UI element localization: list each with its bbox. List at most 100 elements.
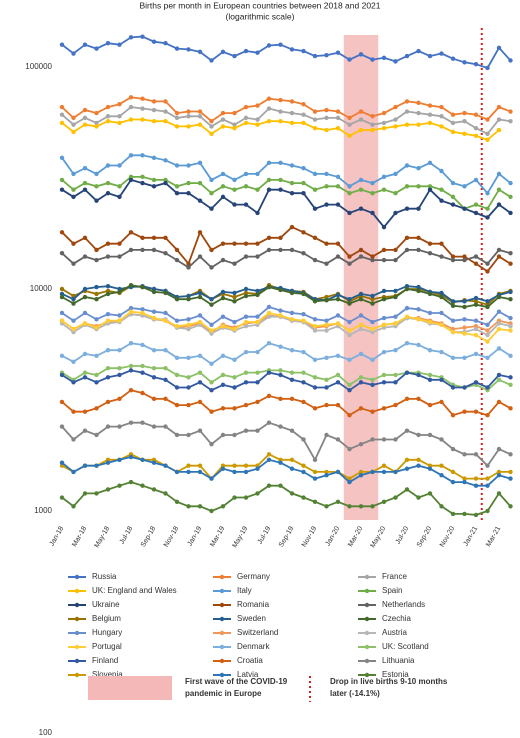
data-point: [128, 95, 134, 100]
data-point: [82, 180, 88, 186]
data-point: [151, 375, 157, 380]
data-point: [243, 241, 249, 246]
data-point: [163, 348, 168, 353]
data-point: [301, 191, 306, 196]
data-point: [117, 372, 122, 378]
data-point: [404, 396, 410, 402]
data-point: [381, 110, 387, 116]
data-point: [450, 180, 456, 186]
data-point: [266, 304, 272, 310]
data-point: [163, 109, 168, 114]
series-line: [61, 176, 511, 210]
data-point: [289, 99, 295, 104]
data-point: [255, 254, 260, 259]
legend-label: Hungary: [92, 628, 122, 637]
data-point: [312, 257, 318, 263]
data-point: [370, 180, 375, 186]
data-point: [347, 115, 352, 121]
data-point: [82, 310, 88, 316]
data-point: [381, 463, 387, 468]
data-point: [335, 241, 341, 246]
data-point: [289, 310, 295, 316]
data-point: [289, 317, 295, 322]
data-point: [462, 511, 467, 517]
data-point: [508, 382, 513, 388]
data-point: [370, 114, 375, 119]
data-point: [266, 96, 272, 101]
data-point: [59, 230, 65, 235]
data-point: [450, 129, 456, 135]
data-point: [232, 122, 237, 127]
data-point: [450, 254, 456, 259]
data-point: [508, 452, 513, 457]
data-point: [278, 372, 283, 378]
data-point: [151, 235, 157, 241]
data-point: [427, 103, 433, 108]
data-point: [151, 155, 157, 160]
data-point: [404, 428, 410, 433]
data-point: [174, 469, 180, 475]
data-point: [243, 319, 249, 325]
data-point: [485, 137, 490, 142]
x-tick-label: Jul-19: [257, 525, 273, 545]
data-point: [163, 310, 168, 316]
data-point: [266, 187, 272, 192]
legend-label: Estonia: [382, 670, 409, 679]
data-point: [496, 45, 502, 51]
data-point: [393, 59, 398, 64]
data-point: [450, 202, 456, 207]
data-point: [462, 409, 467, 414]
legend-label: France: [382, 572, 407, 581]
data-point: [243, 254, 249, 259]
data-point: [243, 370, 249, 375]
data-point: [473, 302, 479, 307]
data-point: [59, 250, 65, 256]
data-point: [416, 184, 421, 189]
data-point: [473, 332, 479, 338]
data-point: [243, 380, 249, 385]
x-tick-label: Sep-20: [416, 525, 433, 548]
data-point: [404, 99, 410, 104]
data-point: [404, 53, 410, 59]
data-point: [232, 469, 237, 475]
legend-label: UK: England and Wales: [92, 586, 177, 595]
data-point: [186, 402, 191, 408]
data-point: [404, 184, 410, 189]
data-point: [381, 55, 387, 61]
data-point: [393, 117, 398, 122]
data-point: [59, 318, 65, 323]
data-point: [301, 112, 306, 117]
data-point: [473, 483, 479, 488]
data-point: [370, 301, 375, 306]
data-point: [174, 124, 180, 129]
data-point: [220, 314, 226, 319]
data-point: [427, 463, 433, 468]
data-point: [462, 60, 467, 65]
data-point: [485, 332, 490, 338]
data-point: [71, 469, 76, 475]
data-point: [94, 247, 99, 253]
data-point: [301, 349, 306, 355]
data-point: [416, 166, 421, 171]
data-point: [174, 402, 180, 408]
data-point: [324, 469, 329, 475]
data-point: [404, 122, 410, 127]
data-point: [174, 115, 180, 121]
data-point: [243, 202, 249, 207]
data-point: [312, 206, 318, 211]
data-point: [255, 349, 260, 355]
data-point: [473, 452, 479, 457]
data-point: [174, 372, 180, 378]
legend-dot: [364, 616, 370, 622]
data-point: [197, 399, 203, 405]
data-point: [381, 120, 387, 126]
data-point: [278, 460, 283, 465]
data-point: [312, 357, 318, 362]
data-point: [324, 115, 329, 121]
data-point: [94, 257, 99, 263]
data-point: [82, 187, 88, 192]
data-point: [370, 254, 375, 259]
data-point: [312, 323, 318, 329]
data-point: [278, 424, 283, 429]
data-point: [450, 120, 456, 126]
